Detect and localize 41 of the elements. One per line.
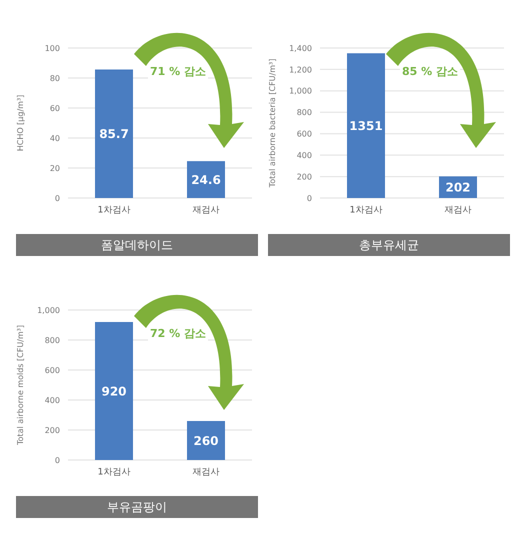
y-tick-label: 1,000 (37, 306, 60, 315)
x-tick-label: 재검사 (192, 467, 220, 478)
x-tick-label: 1차검사 (98, 467, 130, 478)
y-tick-label: 800 (296, 108, 312, 118)
y-tick-label: 0 (306, 194, 312, 203)
y-tick-label: 1,000 (289, 86, 312, 96)
y-tick-label: 0 (54, 456, 60, 465)
y-tick-label: 400 (44, 396, 60, 405)
y-tick-label: 1,400 (289, 44, 312, 53)
x-tick-label: 재검사 (444, 205, 472, 216)
y-tick-label: 400 (296, 150, 312, 160)
data-label: 85.7 (99, 126, 129, 141)
text: 부유곰팡이 (16, 496, 258, 518)
y-tick-label: 200 (296, 172, 312, 182)
y-tick-label: 200 (44, 426, 60, 435)
y-tick-label: 600 (44, 366, 60, 375)
y-tick-label: 1,200 (289, 65, 312, 74)
annotation: 85 % 감소 (400, 64, 460, 79)
text: 폼알데하이드 (16, 234, 258, 256)
data-label: 260 (193, 434, 219, 448)
data-label: 920 (101, 384, 127, 398)
annotation: 71 % 감소 (148, 64, 208, 79)
y-tick-label: 0 (54, 194, 60, 203)
y-tick-label: 100 (44, 44, 60, 53)
y-tick-label: 800 (44, 336, 60, 345)
x-tick-label: 1차검사 (350, 205, 382, 216)
data-label: 202 (445, 180, 471, 194)
x-tick-label: 재검사 (192, 205, 220, 216)
y-tick-label: 20 (50, 164, 60, 173)
text: 총부유세균 (268, 234, 510, 256)
y-axis-title: Total airborne molds [CFU/m³] (16, 325, 25, 446)
y-axis-title: HCHO [μg/m³] (16, 94, 25, 152)
y-tick-label: 40 (50, 134, 60, 143)
y-tick-label: 80 (50, 74, 60, 83)
data-label: 1351 (349, 118, 383, 133)
annotation: 72 % 감소 (148, 326, 208, 341)
data-label: 24.6 (191, 172, 221, 187)
x-tick-label: 1차검사 (98, 205, 130, 216)
y-axis-title: Total airborne bacteria [CFU/m³] (268, 58, 277, 188)
y-tick-label: 600 (296, 130, 312, 139)
y-tick-label: 60 (50, 104, 60, 113)
